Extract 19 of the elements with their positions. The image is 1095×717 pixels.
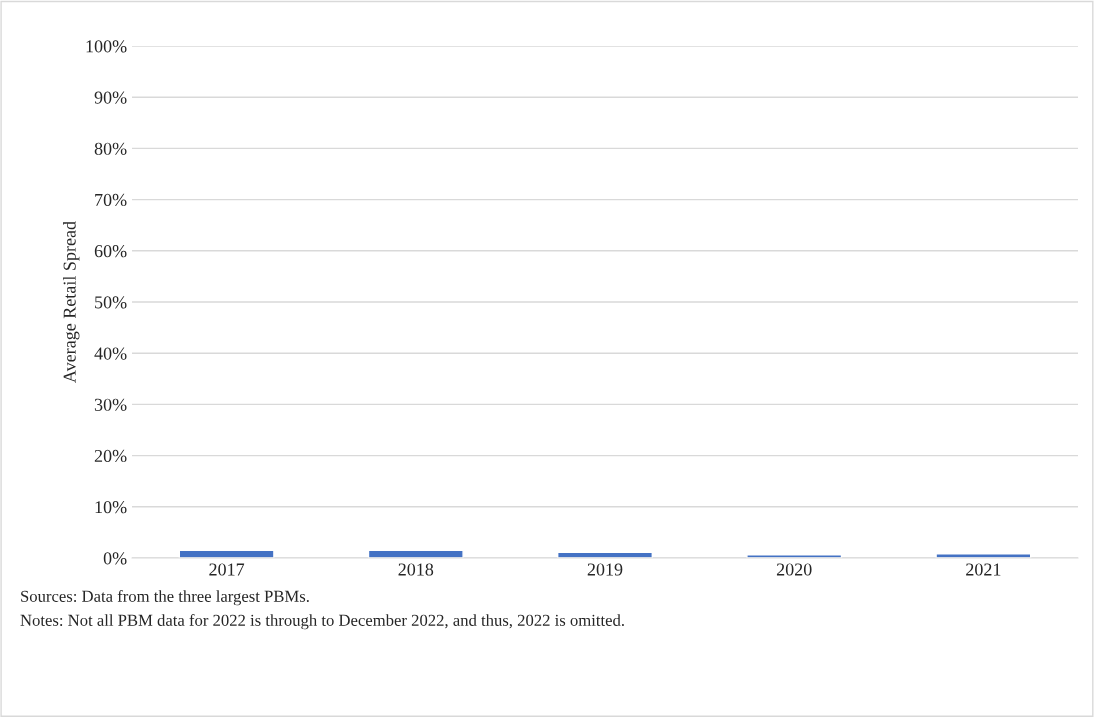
- y-tick-label: 70%: [95, 193, 127, 207]
- y-tick-label: 40%: [94, 347, 127, 360]
- source-note: Sources: Data from the three largest PBMs.: [21, 590, 309, 606]
- x-tick-label: 2018: [398, 563, 434, 576]
- text: Notes: Not all PBM data for 2022 is through to December 2022, and thus, 2022 is omitted.: [20, 614, 624, 630]
- y-tick-label: 50%: [95, 296, 127, 309]
- y-tick-label: 90%: [94, 91, 127, 104]
- y-tick-label: 20%: [94, 449, 127, 463]
- x-tick-label: 2020: [776, 563, 812, 576]
- y-tick-label: 10%: [95, 501, 127, 514]
- y-tick-label: 30%: [94, 398, 127, 411]
- y-tick-label: 60%: [94, 245, 127, 258]
- y-tick-label: 100%: [86, 40, 127, 53]
- y-tick-label: 0%: [103, 552, 127, 565]
- y-axis-title: Average Retail Spread: [63, 221, 80, 383]
- x-tick-label: 2017: [209, 563, 245, 576]
- y-tick-label: 80%: [94, 142, 127, 155]
- x-tick-label: 2021: [966, 563, 1001, 576]
- x-tick-label: 2019: [587, 563, 623, 576]
